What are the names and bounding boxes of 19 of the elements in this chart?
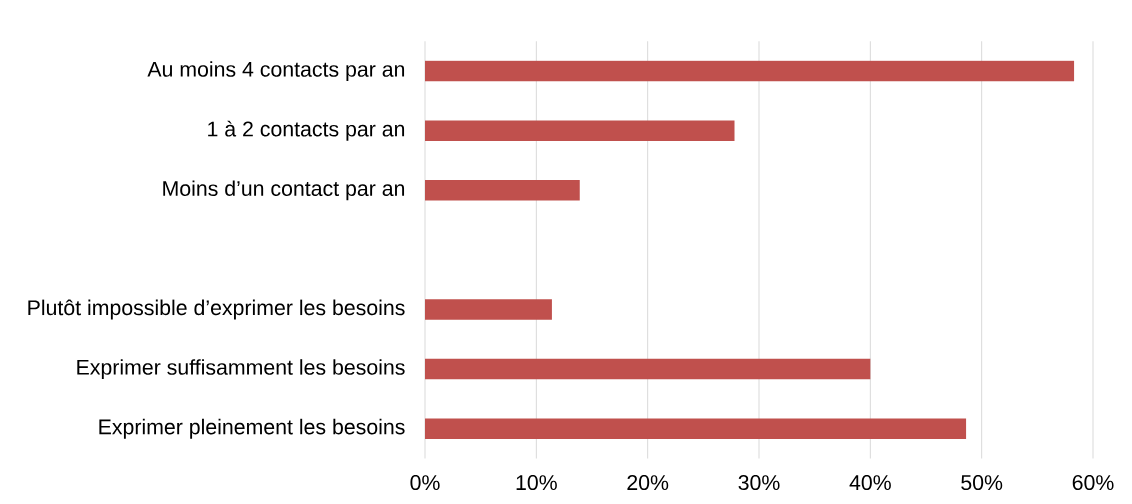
x-tick-label: 30% [738, 475, 780, 491]
y-tick-label: Au moins 4 contacts par an [147, 61, 405, 82]
bar [425, 60, 1075, 82]
x-tick-label: 50% [961, 475, 1003, 491]
x-tick-label: 20% [627, 475, 669, 491]
y-tick-label: Exprimer suffisamment les besoins [77, 359, 405, 380]
x-tick-label: 40% [849, 475, 891, 491]
x-tick-label: 0% [410, 475, 440, 491]
x-tick-label: 60% [1072, 475, 1114, 491]
bar [425, 418, 967, 439]
y-tick-label: Exprimer pleinement les besoins [99, 418, 405, 439]
bar [425, 299, 552, 320]
bar [425, 120, 735, 141]
bar [425, 180, 580, 201]
y-tick-label: Moins d’un contact par an [163, 180, 405, 201]
y-tick-label: Plutôt impossible d’exprimer les besoins [28, 299, 405, 320]
y-tick-label: 1 à 2 contacts par an [208, 120, 405, 141]
bar [425, 358, 871, 380]
x-tick-label: 10% [516, 475, 557, 491]
